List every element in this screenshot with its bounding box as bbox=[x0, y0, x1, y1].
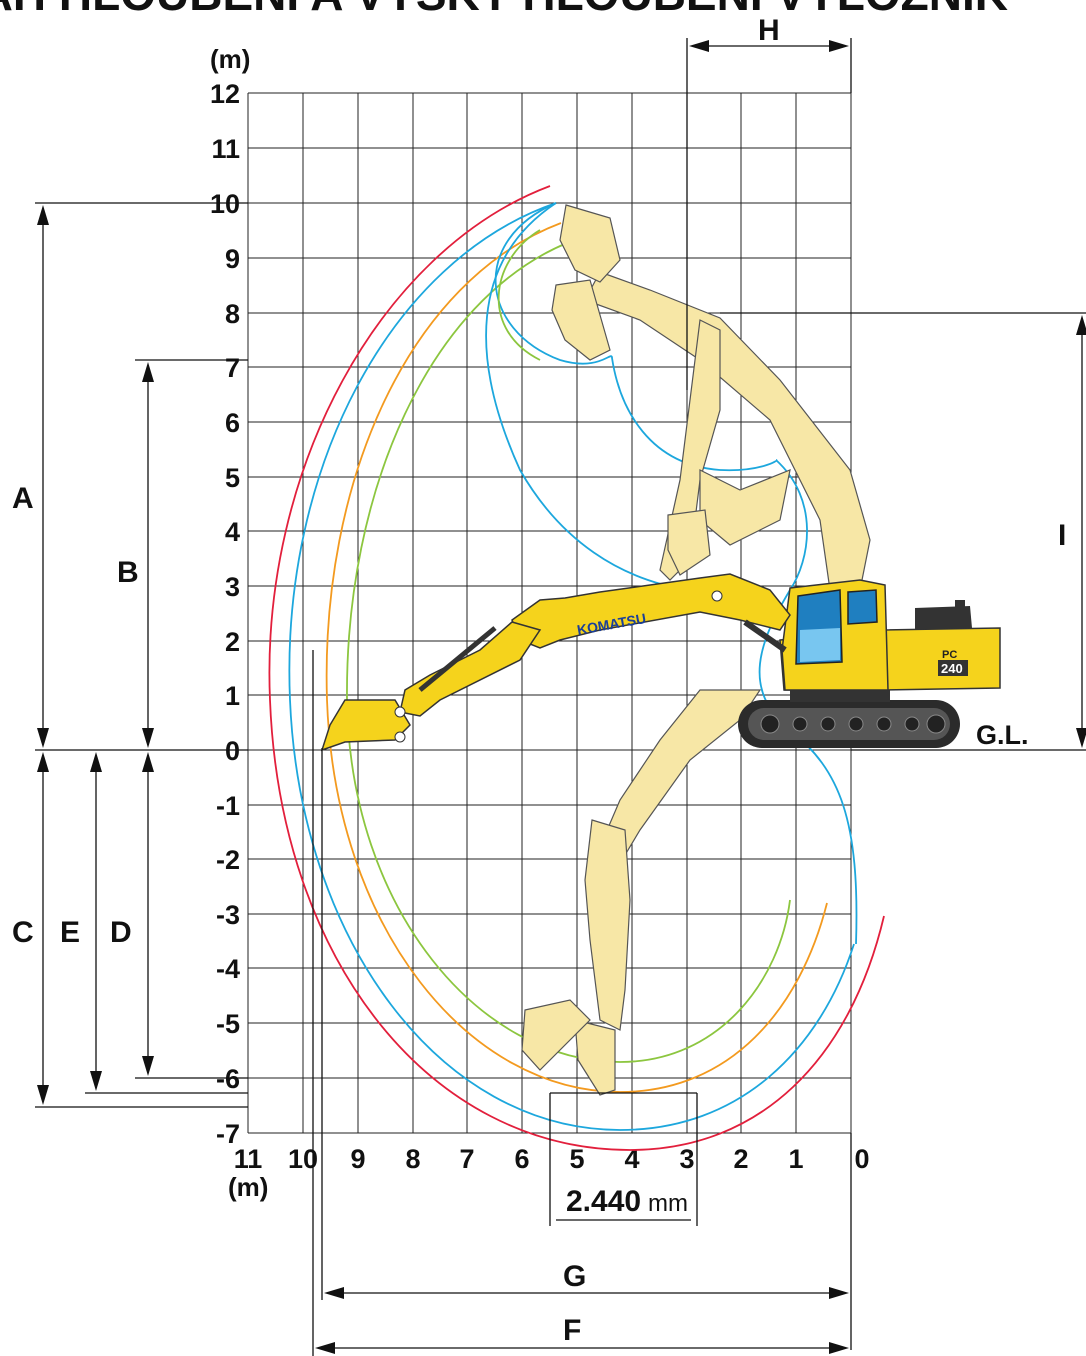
excavator: PC 240 KOMATSU bbox=[320, 573, 1001, 752]
model-prefix: PC bbox=[942, 649, 957, 661]
x-tick: 5 bbox=[569, 1144, 584, 1174]
page-title: DOSAH HLOUBENÍ A VÝŠKY HLOUBENÍ VÝLOŽNÍK bbox=[0, 0, 1008, 20]
dim-label-E: E bbox=[60, 916, 80, 949]
swing-locus bbox=[758, 459, 858, 945]
dim-label-G: G bbox=[563, 1260, 586, 1293]
y-tick: 12 bbox=[210, 79, 240, 109]
y-tick: 7 bbox=[225, 353, 240, 383]
y-tick: 8 bbox=[225, 299, 240, 329]
y-tick: 5 bbox=[225, 463, 240, 493]
y-tick: -7 bbox=[216, 1119, 240, 1149]
y-axis: (m) 12 11 10 9 8 7 6 5 4 3 2 1 0 -1 -2 -… bbox=[210, 44, 250, 1149]
dimension-G bbox=[321, 748, 852, 1350]
y-tick: 1 bbox=[225, 681, 240, 711]
ground-level-label: G.L. bbox=[976, 720, 1029, 750]
x-tick: 8 bbox=[405, 1144, 420, 1174]
reach-envelopes bbox=[268, 185, 885, 1151]
dim-label-C: C bbox=[12, 916, 34, 949]
dim-label-A: A bbox=[12, 482, 34, 515]
envelope-orange bbox=[325, 222, 828, 1093]
y-tick: 3 bbox=[225, 572, 240, 602]
dim-label-F: F bbox=[563, 1314, 581, 1347]
dimension-lines-left bbox=[35, 202, 248, 1108]
x-tick: 11 bbox=[234, 1144, 263, 1174]
bucket bbox=[320, 699, 411, 752]
width-value: 2.440 bbox=[566, 1185, 641, 1218]
boom bbox=[511, 573, 791, 649]
dim-label-I: I bbox=[1058, 519, 1066, 552]
y-tick: 0 bbox=[225, 736, 240, 766]
y-tick: -4 bbox=[216, 954, 240, 984]
envelope-blue bbox=[288, 202, 855, 1131]
x-tick: 0 bbox=[854, 1144, 869, 1174]
y-tick: 11 bbox=[211, 134, 240, 164]
y-tick: -6 bbox=[216, 1064, 240, 1094]
dimension-F bbox=[312, 650, 849, 1356]
swing-locus bbox=[497, 229, 541, 361]
x-tick: 4 bbox=[624, 1144, 639, 1174]
dimension-width bbox=[549, 1092, 698, 1226]
y-tick: -3 bbox=[216, 900, 240, 930]
x-axis: 11 10 9 8 7 6 5 4 3 2 1 0 (m) bbox=[228, 1144, 870, 1202]
x-tick: 7 bbox=[459, 1144, 474, 1174]
y-tick: -1 bbox=[216, 791, 240, 821]
y-tick: 9 bbox=[225, 244, 240, 274]
y-tick: -5 bbox=[216, 1009, 240, 1039]
dimension-I bbox=[720, 312, 1086, 751]
arm bbox=[399, 621, 542, 717]
x-axis-unit: (m) bbox=[228, 1172, 268, 1202]
envelope-red bbox=[268, 185, 885, 1151]
width-unit: mm bbox=[648, 1190, 688, 1217]
dimension-arrowheads-left bbox=[37, 205, 154, 1105]
dimension-H bbox=[686, 38, 852, 390]
ghost-attachment-upper bbox=[551, 204, 871, 591]
x-tick: 2 bbox=[733, 1144, 748, 1174]
y-tick: 6 bbox=[225, 408, 240, 438]
x-tick: 9 bbox=[350, 1144, 365, 1174]
x-tick: 1 bbox=[788, 1144, 803, 1174]
dim-label-B: B bbox=[117, 556, 139, 589]
swing-locus bbox=[494, 202, 778, 472]
x-tick: 3 bbox=[679, 1144, 694, 1174]
y-tick: 4 bbox=[225, 517, 240, 547]
envelope-green bbox=[346, 242, 791, 1063]
y-tick: 2 bbox=[225, 627, 240, 657]
dim-label-H: H bbox=[758, 14, 780, 47]
x-tick: 6 bbox=[514, 1144, 529, 1174]
y-tick: 10 bbox=[210, 189, 240, 219]
y-axis-unit: (m) bbox=[210, 44, 250, 74]
model-number: 240 bbox=[941, 661, 963, 676]
dim-label-D: D bbox=[110, 916, 132, 949]
y-tick: -2 bbox=[216, 845, 240, 875]
ghost-attachment-lower bbox=[521, 689, 762, 1096]
